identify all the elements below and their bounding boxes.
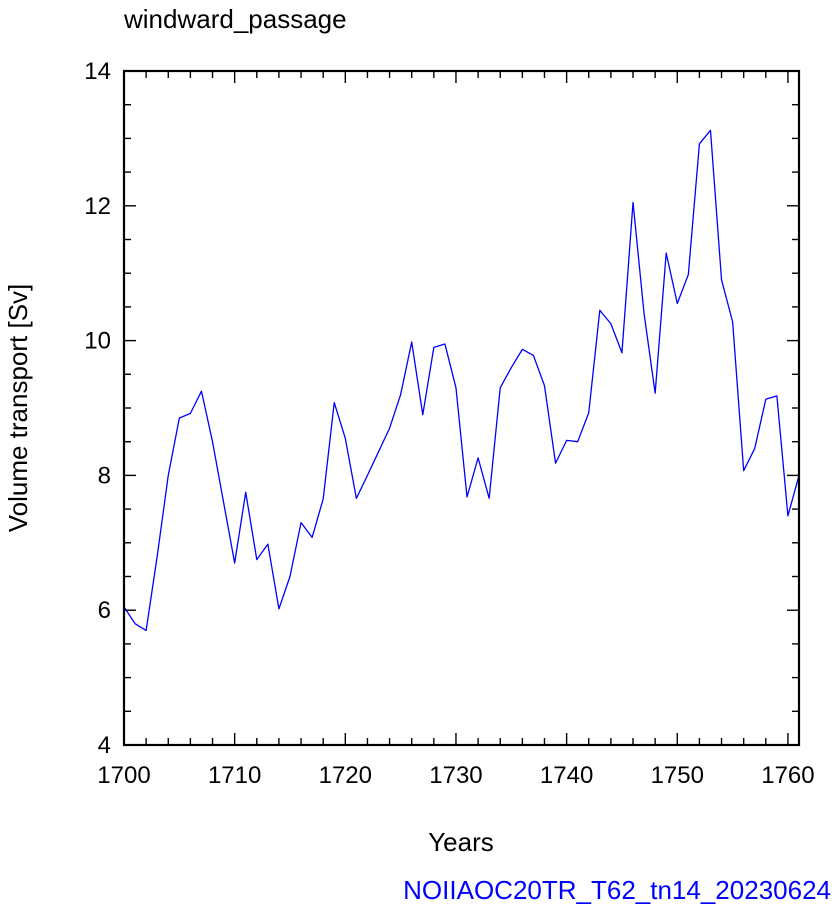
x-tick-label: 1720 — [319, 762, 372, 789]
x-tick-label: 1730 — [429, 762, 482, 789]
y-tick-label: 12 — [84, 193, 111, 220]
y-tick-label: 10 — [84, 328, 111, 355]
y-tick-label: 8 — [98, 462, 111, 489]
plot-frame — [122, 69, 801, 747]
y-tick-label: 6 — [98, 597, 111, 624]
y-axis-ticks — [124, 70, 799, 746]
x-tick-label: 1760 — [761, 762, 814, 789]
x-axis-ticks — [123, 71, 789, 745]
chart-title: windward_passage — [123, 4, 347, 34]
x-tick-label: 1700 — [97, 762, 150, 789]
y-tick-label: 14 — [84, 58, 111, 85]
y-axis-tick-labels: 4 6 8 10 12 14 — [84, 58, 111, 759]
x-tick-label: 1750 — [651, 762, 704, 789]
x-tick-label: 1710 — [208, 762, 261, 789]
x-tick-label: 1740 — [540, 762, 593, 789]
series-line — [123, 129, 800, 632]
x-axis-title: Years — [428, 827, 494, 857]
x-axis-tick-labels: 1700 1710 1720 1730 1740 1750 1760 — [97, 762, 814, 789]
footer-caption: NOIIAOC20TR_T62_tn14_20230624 — [403, 875, 831, 905]
y-axis-title: Volume transport [Sv] — [3, 284, 33, 533]
y-tick-label: 4 — [98, 732, 111, 759]
